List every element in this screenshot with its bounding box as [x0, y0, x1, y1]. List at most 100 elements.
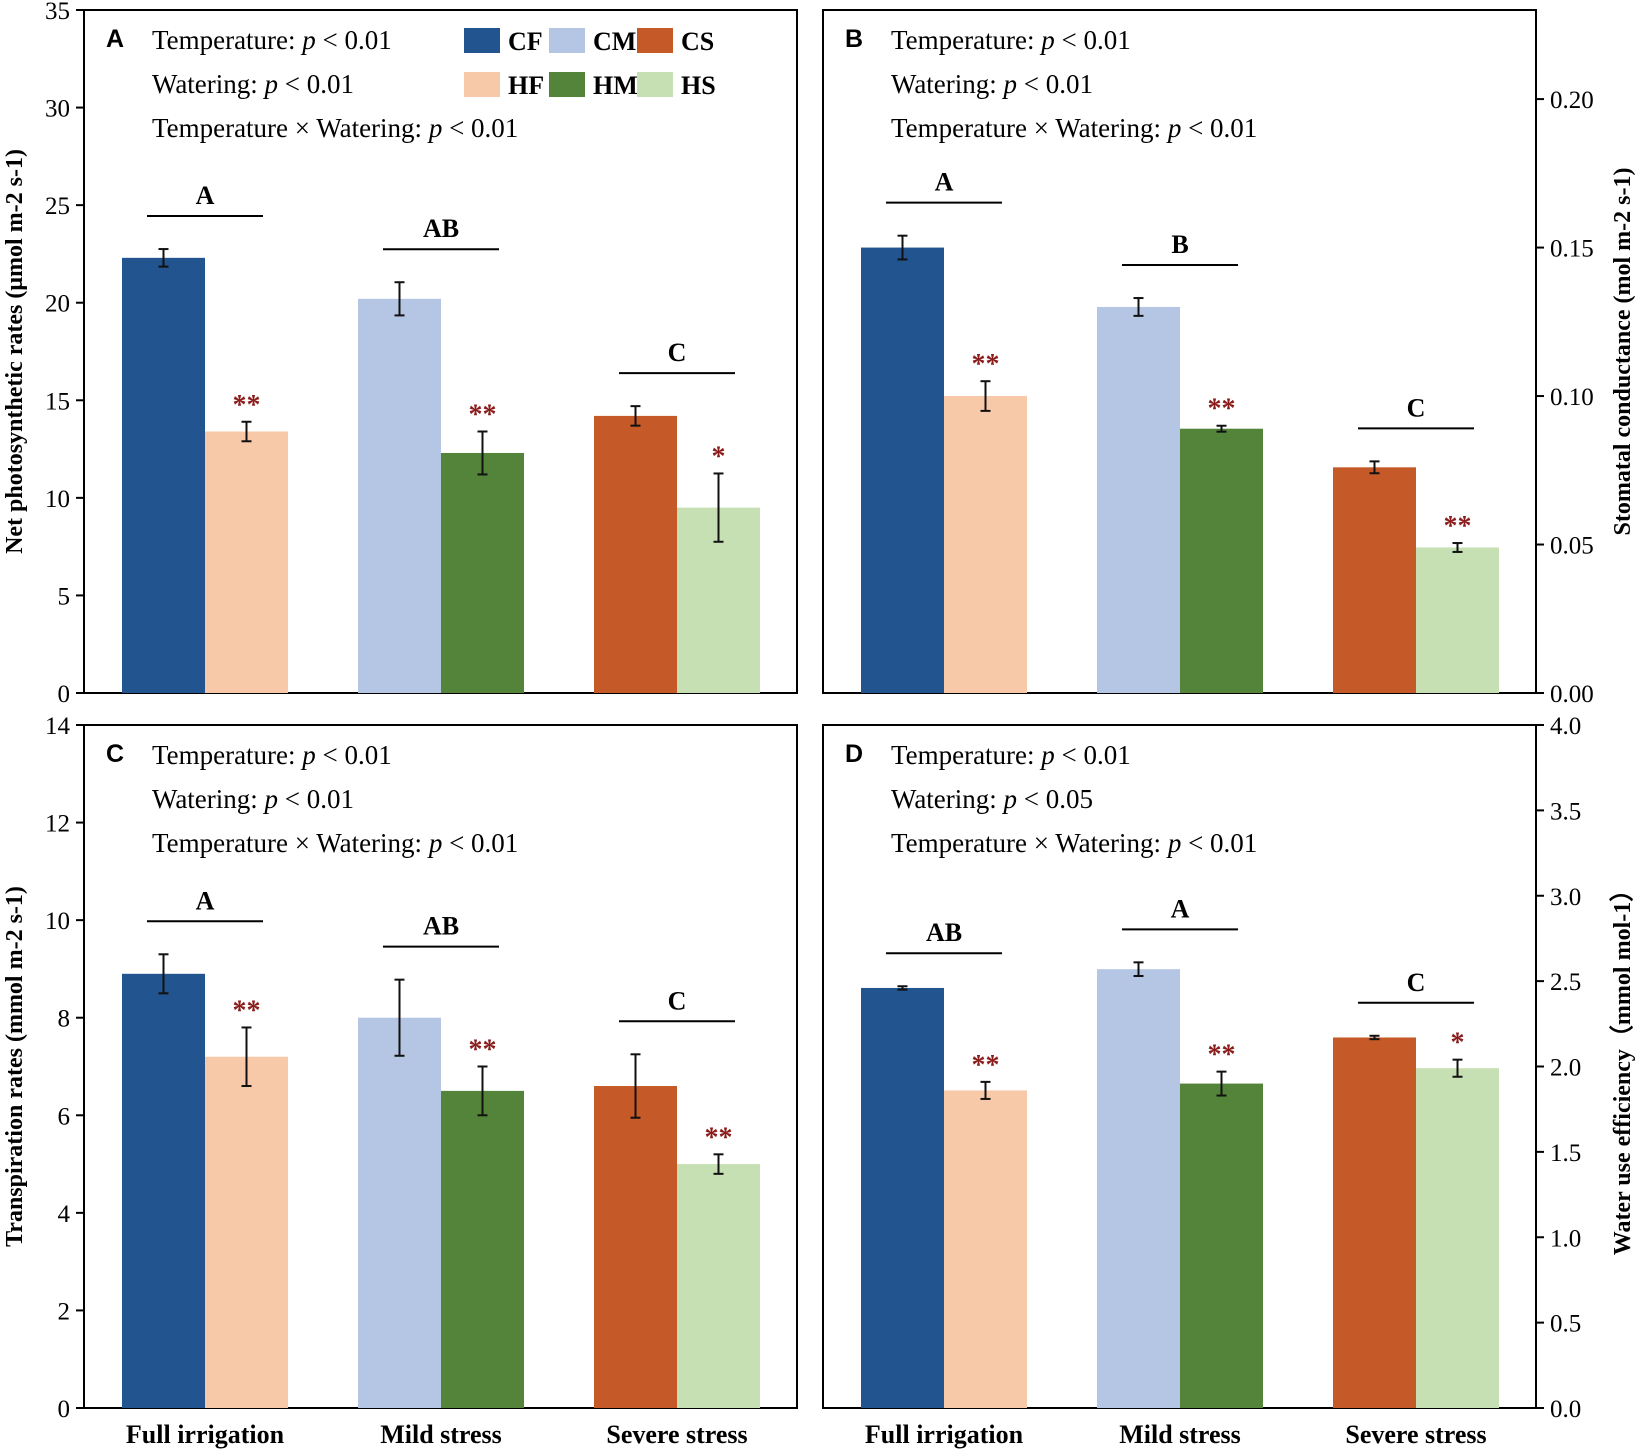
legend-swatch-HF	[464, 72, 500, 97]
y-tick-label: 6	[58, 1103, 71, 1130]
significance-mark: **	[972, 349, 1000, 380]
bar-HS	[1416, 1068, 1499, 1408]
y-axis-title: Stomatal conductance (mol m-2 s-1)	[1610, 168, 1636, 536]
y-tick-label: 4.0	[1550, 713, 1581, 740]
y-tick-label: 2	[58, 1298, 71, 1325]
bar-CS	[594, 1086, 677, 1408]
legend: CF CM CS HF HM HS	[464, 27, 716, 100]
group-letter: AB	[926, 918, 962, 947]
group-letter: C	[668, 986, 687, 1015]
bar-HM	[441, 1090, 524, 1408]
stat-threshold: < 0.01	[316, 740, 392, 770]
legend-swatch-HS	[637, 72, 673, 97]
significance-mark: **	[469, 400, 497, 431]
bar-HF	[205, 431, 288, 693]
legend-swatch-HM	[549, 72, 585, 97]
stat-p: p	[1166, 113, 1182, 143]
y-tick-label: 25	[45, 193, 70, 220]
bar-CS	[594, 415, 677, 693]
y-tick-label: 8	[58, 1006, 71, 1033]
stat-line: Temperature × Watering: p < 0.01	[152, 828, 518, 858]
legend-swatch-CM	[549, 28, 585, 53]
legend-label-CF: CF	[508, 27, 543, 56]
stat-threshold: < 0.01	[316, 25, 392, 55]
stat-term: Watering:	[891, 784, 1004, 814]
panel-B: 0.00 0.05 0.10 0.15 0.20 Stomatal conductance…	[822, 9, 1636, 708]
stat-p: p	[1039, 740, 1055, 770]
y-tick-label: 20	[45, 291, 70, 318]
stat-threshold: < 0.01	[1055, 740, 1131, 770]
group-letter: AB	[423, 214, 459, 243]
bar-HM	[1180, 428, 1263, 693]
group-letter: A	[935, 168, 954, 197]
group-letter: AB	[423, 912, 459, 941]
stat-threshold: < 0.05	[1017, 784, 1093, 814]
y-tick-label: 2.5	[1550, 969, 1581, 996]
stat-line: Watering: p < 0.01	[152, 784, 354, 814]
bar-CS	[1333, 467, 1416, 693]
legend-label-CM: CM	[593, 27, 636, 56]
significance-mark: *	[1451, 1028, 1465, 1059]
stat-p: p	[1002, 69, 1018, 99]
x-category-label: Full irrigation	[865, 1420, 1024, 1449]
stat-term: Temperature:	[152, 25, 302, 55]
y-tick-label: 0.5	[1550, 1311, 1581, 1338]
stat-line: Temperature × Watering: p < 0.01	[891, 828, 1257, 858]
panel-letter: B	[845, 25, 863, 53]
significance-mark: **	[1208, 1040, 1236, 1071]
bar-HM	[1180, 1083, 1263, 1408]
y-tick-label: 0.15	[1550, 236, 1594, 263]
y-axis-title: Transpiration rates (mmol m-2 s-1)	[2, 886, 28, 1247]
significance-mark: **	[233, 390, 261, 421]
y-tick-label: 15	[45, 388, 70, 415]
stat-threshold: < 0.01	[1181, 828, 1257, 858]
group-letter: A	[196, 886, 215, 915]
x-category-label: Severe stress	[1345, 1420, 1486, 1449]
y-tick-label: 0.05	[1550, 533, 1594, 560]
stat-threshold: < 0.01	[442, 113, 518, 143]
stat-line: Watering: p < 0.05	[891, 784, 1093, 814]
stat-p: p	[1039, 25, 1055, 55]
bar-CF	[122, 973, 205, 1408]
x-category-label: Full irrigation	[126, 1420, 285, 1449]
y-tick-label: 2.0	[1550, 1055, 1581, 1082]
stat-line: Temperature: p < 0.01	[152, 740, 392, 770]
stat-p: p	[1002, 784, 1018, 814]
stat-p: p	[263, 784, 279, 814]
y-tick-label: 3.0	[1550, 884, 1581, 911]
legend-swatch-CS	[637, 28, 673, 53]
y-tick-label: 0	[58, 1396, 71, 1423]
x-category-label: Mild stress	[380, 1420, 502, 1449]
stat-threshold: < 0.01	[442, 828, 518, 858]
panel-A: 0 5 10 15 20 25 30 35 Net photosynthetic rates (…	[2, 0, 798, 708]
bar-CF	[122, 257, 205, 693]
y-tick-label: 10	[45, 908, 70, 935]
y-tick-label: 0.0	[1550, 1396, 1581, 1423]
group-letter: C	[1407, 393, 1426, 422]
y-tick-label: 14	[45, 713, 71, 740]
bar-CF	[861, 987, 944, 1408]
legend-label-HF: HF	[508, 71, 544, 100]
bar-CM	[1097, 306, 1180, 693]
y-tick-label: 0.10	[1550, 384, 1594, 411]
bar-HS	[1416, 547, 1499, 693]
y-tick-label: 10	[45, 486, 70, 513]
panel-D: 0.0 0.5 1.0 1.5 2.0 2.5 3.0 3.5 4.0 Water use eff…	[822, 713, 1636, 1449]
stat-term: Temperature × Watering:	[891, 113, 1168, 143]
significance-mark: *	[712, 441, 726, 472]
y-axis-title: Net photosynthetic rates (μmol m-2 s-1)	[2, 149, 28, 554]
y-axis-title: Water use efficiency（mmol mol-1）	[1609, 878, 1636, 1255]
bar-HS	[677, 1164, 760, 1408]
stat-term: Temperature:	[152, 740, 302, 770]
group-letter: B	[1171, 230, 1188, 259]
significance-mark: **	[705, 1122, 733, 1153]
stat-p: p	[300, 740, 316, 770]
y-tick-label: 12	[45, 811, 70, 838]
stat-threshold: < 0.01	[1055, 25, 1131, 55]
stat-line: Watering: p < 0.01	[152, 69, 354, 99]
significance-mark: **	[1208, 394, 1236, 425]
bar-CF	[861, 247, 944, 693]
panel-letter: D	[845, 740, 863, 768]
